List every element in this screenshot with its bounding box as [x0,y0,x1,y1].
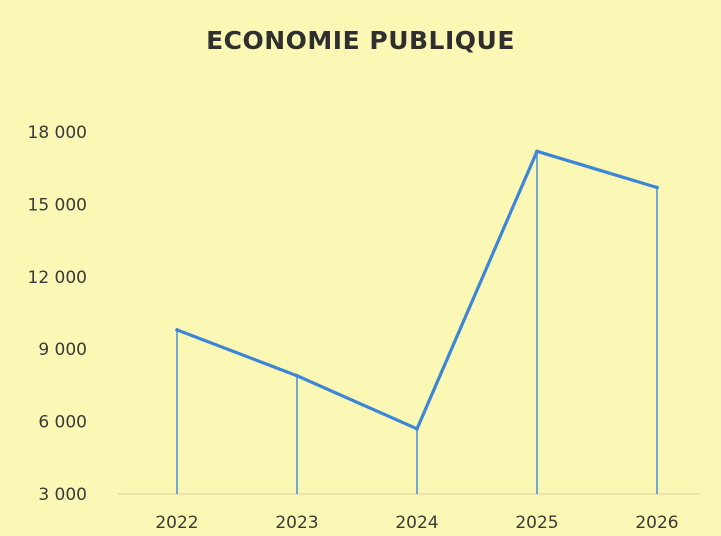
chart-title: ECONOMIE PUBLIQUE [206,26,515,55]
series-line [175,149,659,431]
data-point [535,149,539,154]
x-tick-label: 2025 [515,513,558,533]
x-tick-label: 2024 [395,513,438,533]
y-tick-label: 6 000 [38,413,87,433]
y-tick-label: 15 000 [28,195,87,215]
y-tick-label: 12 000 [28,268,87,288]
x-tick-labels: 2022 2023 2024 2025 2026 [155,513,678,533]
data-point [295,373,299,378]
drop-lines [176,151,658,494]
series-layer [175,149,659,431]
data-point [175,328,179,332]
x-tick-label: 2026 [635,513,678,533]
data-point [415,427,419,431]
data-point [655,185,659,190]
x-tick-label: 2022 [155,513,198,533]
y-tick-labels: 3 000 6 000 9 000 12 000 15 000 18 000 [28,123,87,505]
x-tick-label: 2023 [275,513,318,533]
y-tick-label: 9 000 [38,340,87,360]
y-tick-label: 3 000 [38,485,87,505]
y-tick-label: 18 000 [28,123,87,143]
